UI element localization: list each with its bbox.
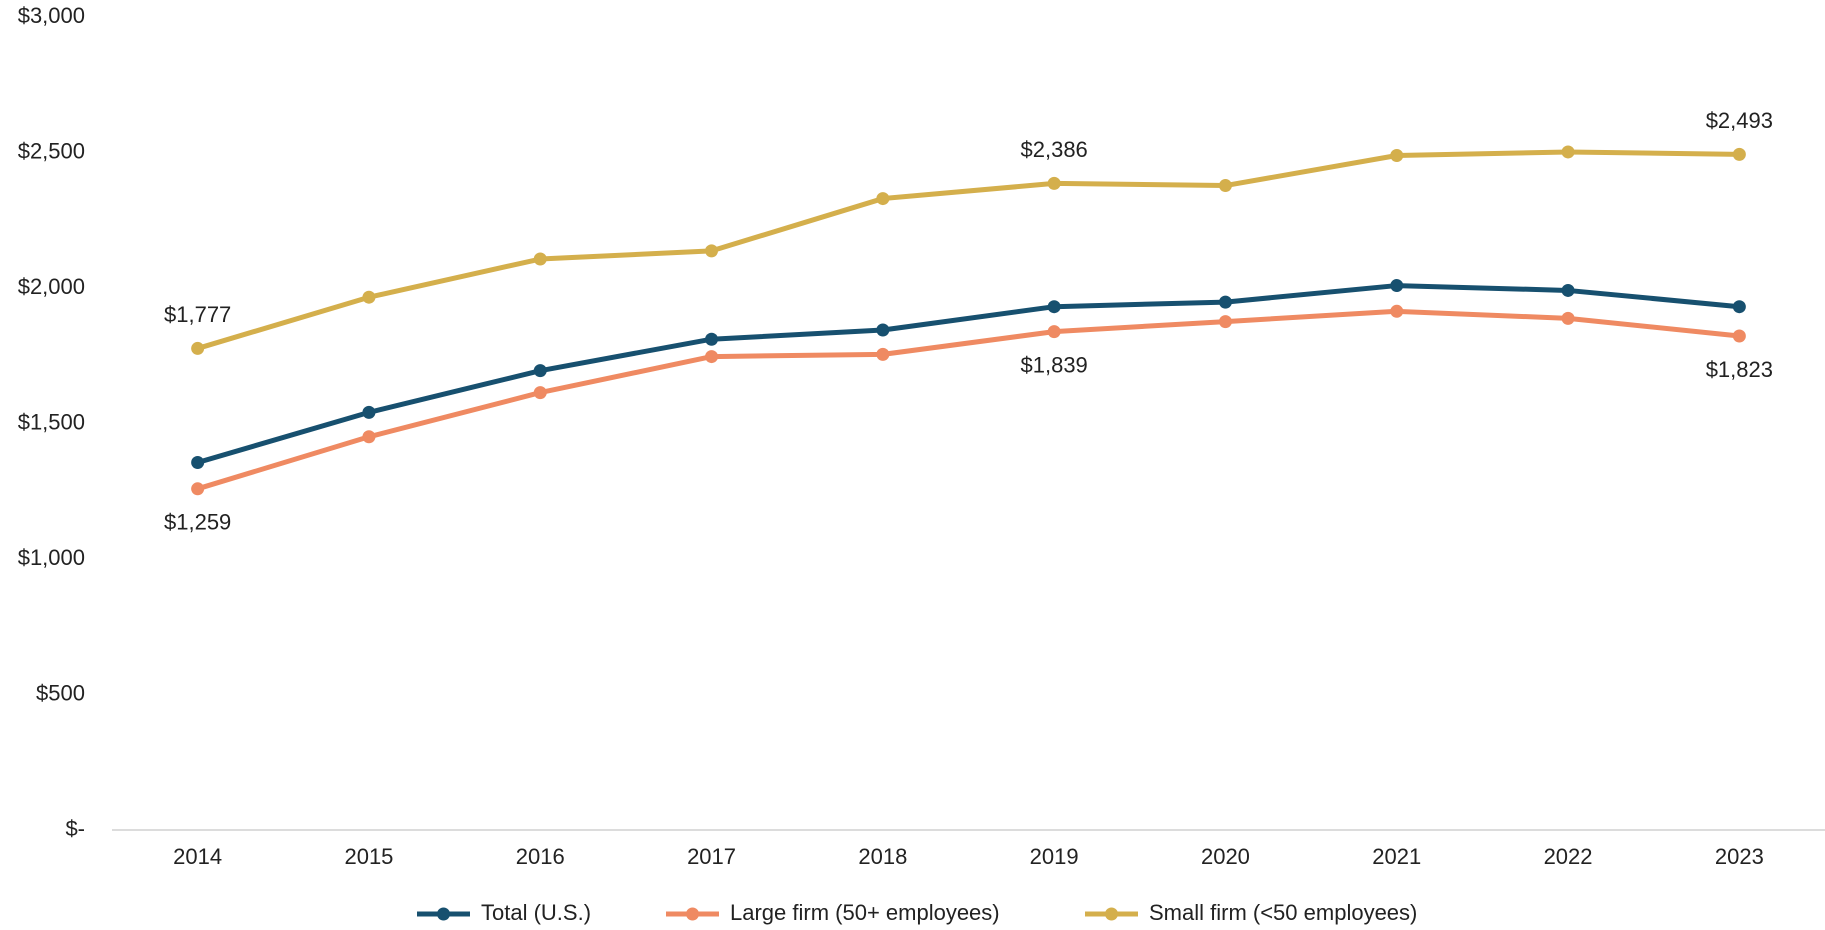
x-tick-label: 2021: [1372, 844, 1421, 869]
x-tick-label: 2016: [516, 844, 565, 869]
y-tick-label: $2,500: [18, 138, 85, 163]
point: [1218, 179, 1232, 193]
point: [362, 405, 376, 419]
legend-label: Total (U.S.): [481, 900, 591, 925]
y-tick-label: $3,000: [18, 3, 85, 28]
data-label: $1,839: [1021, 352, 1088, 377]
x-tick-label: 2017: [687, 844, 736, 869]
data-label: $1,259: [164, 510, 231, 535]
x-tick-label: 2018: [858, 844, 907, 869]
point: [1561, 283, 1575, 297]
point: [1732, 147, 1746, 161]
data-label: $2,386: [1021, 137, 1088, 162]
point: [876, 347, 890, 361]
legend-marker: [1105, 907, 1118, 921]
point: [1218, 315, 1232, 329]
point: [1047, 176, 1061, 190]
y-tick-label: $1,500: [18, 409, 85, 434]
x-tick-label: 2014: [173, 844, 222, 869]
point: [1732, 329, 1746, 343]
point: [191, 482, 205, 496]
point: [705, 332, 719, 346]
x-tick-label: 2023: [1715, 844, 1764, 869]
y-tick-label: $2,000: [18, 274, 85, 299]
point: [1561, 311, 1575, 325]
data-label: $1,823: [1706, 357, 1773, 382]
point: [876, 323, 890, 337]
point: [1390, 304, 1404, 318]
point: [705, 244, 719, 258]
series-line: [196, 308, 1740, 492]
point: [705, 350, 719, 364]
point: [191, 456, 205, 470]
point: [1561, 145, 1575, 159]
y-tick-label: $-: [65, 816, 85, 841]
point: [533, 364, 547, 378]
point: [533, 252, 547, 266]
legend-marker: [437, 907, 450, 921]
point: [1047, 325, 1061, 339]
point: [362, 290, 376, 304]
legend-marker: [686, 907, 699, 921]
point: [876, 192, 890, 206]
y-tick-label: $1,000: [18, 545, 85, 570]
data-label: $1,777: [164, 302, 231, 327]
point: [1732, 300, 1746, 314]
point: [362, 430, 376, 444]
series-line: [196, 283, 1740, 465]
point: [191, 341, 205, 355]
legend-label: Small firm (<50 employees): [1149, 900, 1417, 925]
point: [1047, 300, 1061, 314]
point: [1218, 295, 1232, 309]
x-tick-label: 2019: [1030, 844, 1079, 869]
data-label: $2,493: [1706, 108, 1773, 133]
x-tick-label: 2022: [1544, 844, 1593, 869]
x-tick-label: 2020: [1201, 844, 1250, 869]
point: [1390, 148, 1404, 162]
y-tick-label: $500: [36, 680, 85, 705]
point: [1390, 279, 1404, 293]
point: [533, 386, 547, 400]
legend-label: Large firm (50+ employees): [730, 900, 1000, 925]
series-line: [196, 149, 1740, 351]
x-tick-label: 2015: [344, 844, 393, 869]
